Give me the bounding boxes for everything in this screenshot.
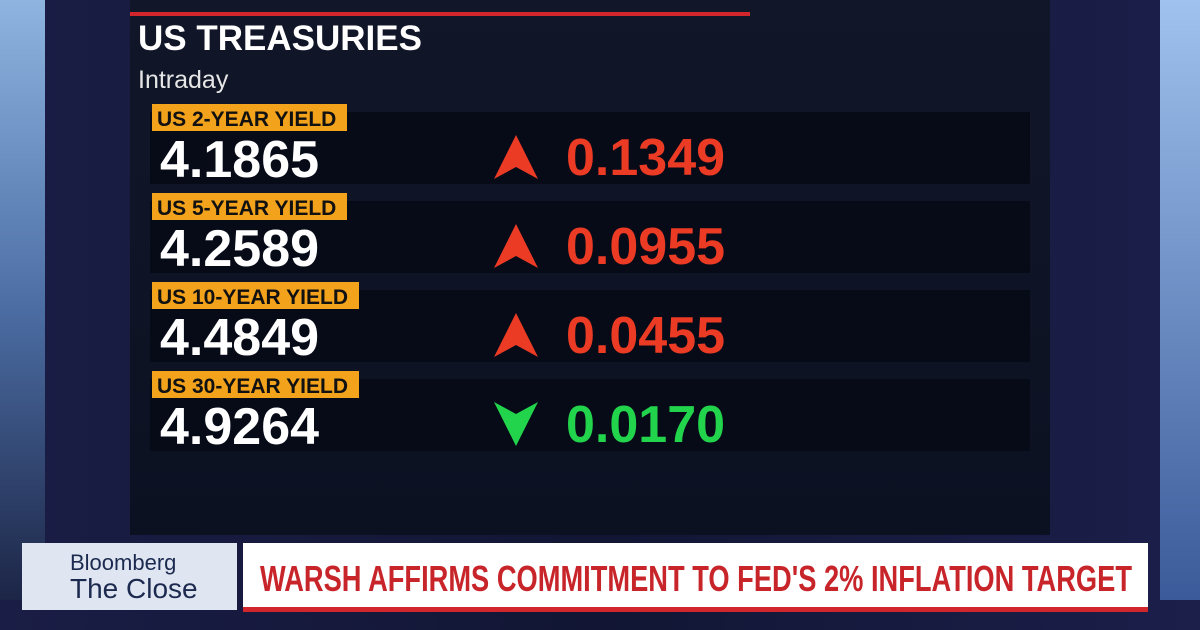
yield-change: 0.0955 [566, 218, 725, 276]
yield-label: US 10-YEAR YIELD [157, 286, 348, 309]
headline: WARSH AFFIRMS COMMITMENT TO FED'S 2% INF… [260, 558, 1132, 599]
yield-label: US 30-YEAR YIELD [157, 375, 348, 398]
headline-bar [243, 543, 1148, 612]
brand-name: Bloomberg [70, 550, 176, 575]
yield-value: 4.9264 [160, 398, 319, 456]
direction-arrow [494, 313, 538, 357]
show-name: The Close [70, 573, 198, 604]
label-box [152, 371, 359, 398]
left-window [0, 0, 45, 600]
yield-change: 0.1349 [566, 129, 725, 187]
panel-subtitle: Intraday [138, 66, 229, 94]
yield-value: 4.4849 [160, 309, 319, 367]
yield-value: 4.1865 [160, 131, 319, 189]
direction-arrow [494, 224, 538, 268]
yield-value: 4.2589 [160, 220, 319, 278]
label-box [152, 104, 347, 131]
direction-arrow [494, 402, 538, 446]
headline-rule [243, 607, 1148, 612]
yield-label: US 2-YEAR YIELD [157, 108, 336, 131]
show-badge [22, 543, 237, 610]
yield-change: 0.0170 [566, 396, 725, 454]
label-box [152, 282, 359, 309]
label-box [152, 193, 347, 220]
panel-title: US TREASURIES [138, 19, 422, 58]
direction-arrow [494, 135, 538, 179]
right-window [1160, 0, 1200, 600]
yield-change: 0.0455 [566, 307, 725, 365]
yield-label: US 5-YEAR YIELD [157, 197, 336, 220]
header-rule [130, 12, 750, 16]
